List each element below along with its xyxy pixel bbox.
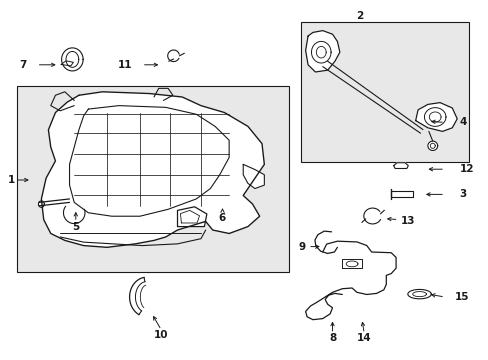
Text: 1: 1 bbox=[7, 175, 15, 185]
Polygon shape bbox=[363, 208, 380, 224]
Text: 11: 11 bbox=[117, 60, 132, 70]
Polygon shape bbox=[305, 241, 395, 320]
Polygon shape bbox=[61, 48, 83, 71]
Polygon shape bbox=[427, 141, 437, 150]
Polygon shape bbox=[41, 92, 264, 247]
Bar bbox=[300, 22, 468, 162]
Text: 14: 14 bbox=[356, 333, 371, 343]
Bar bbox=[17, 86, 288, 272]
Text: 12: 12 bbox=[459, 164, 473, 174]
Text: 2: 2 bbox=[355, 11, 362, 21]
Text: 3: 3 bbox=[459, 189, 466, 199]
Polygon shape bbox=[314, 231, 337, 253]
Polygon shape bbox=[61, 61, 73, 66]
Text: 10: 10 bbox=[154, 330, 168, 340]
Text: 4: 4 bbox=[459, 117, 466, 127]
Polygon shape bbox=[390, 191, 412, 197]
Text: 9: 9 bbox=[298, 242, 305, 252]
Polygon shape bbox=[39, 201, 44, 207]
Polygon shape bbox=[243, 165, 264, 189]
Text: 7: 7 bbox=[20, 60, 27, 70]
Text: 5: 5 bbox=[72, 222, 79, 232]
Polygon shape bbox=[342, 259, 361, 268]
Text: 13: 13 bbox=[400, 216, 415, 226]
Polygon shape bbox=[407, 289, 430, 299]
Text: 15: 15 bbox=[454, 292, 468, 302]
Text: 8: 8 bbox=[328, 333, 335, 343]
Polygon shape bbox=[393, 163, 407, 168]
Polygon shape bbox=[305, 31, 339, 72]
Polygon shape bbox=[415, 103, 456, 131]
Polygon shape bbox=[177, 207, 206, 226]
Text: 6: 6 bbox=[219, 213, 225, 223]
